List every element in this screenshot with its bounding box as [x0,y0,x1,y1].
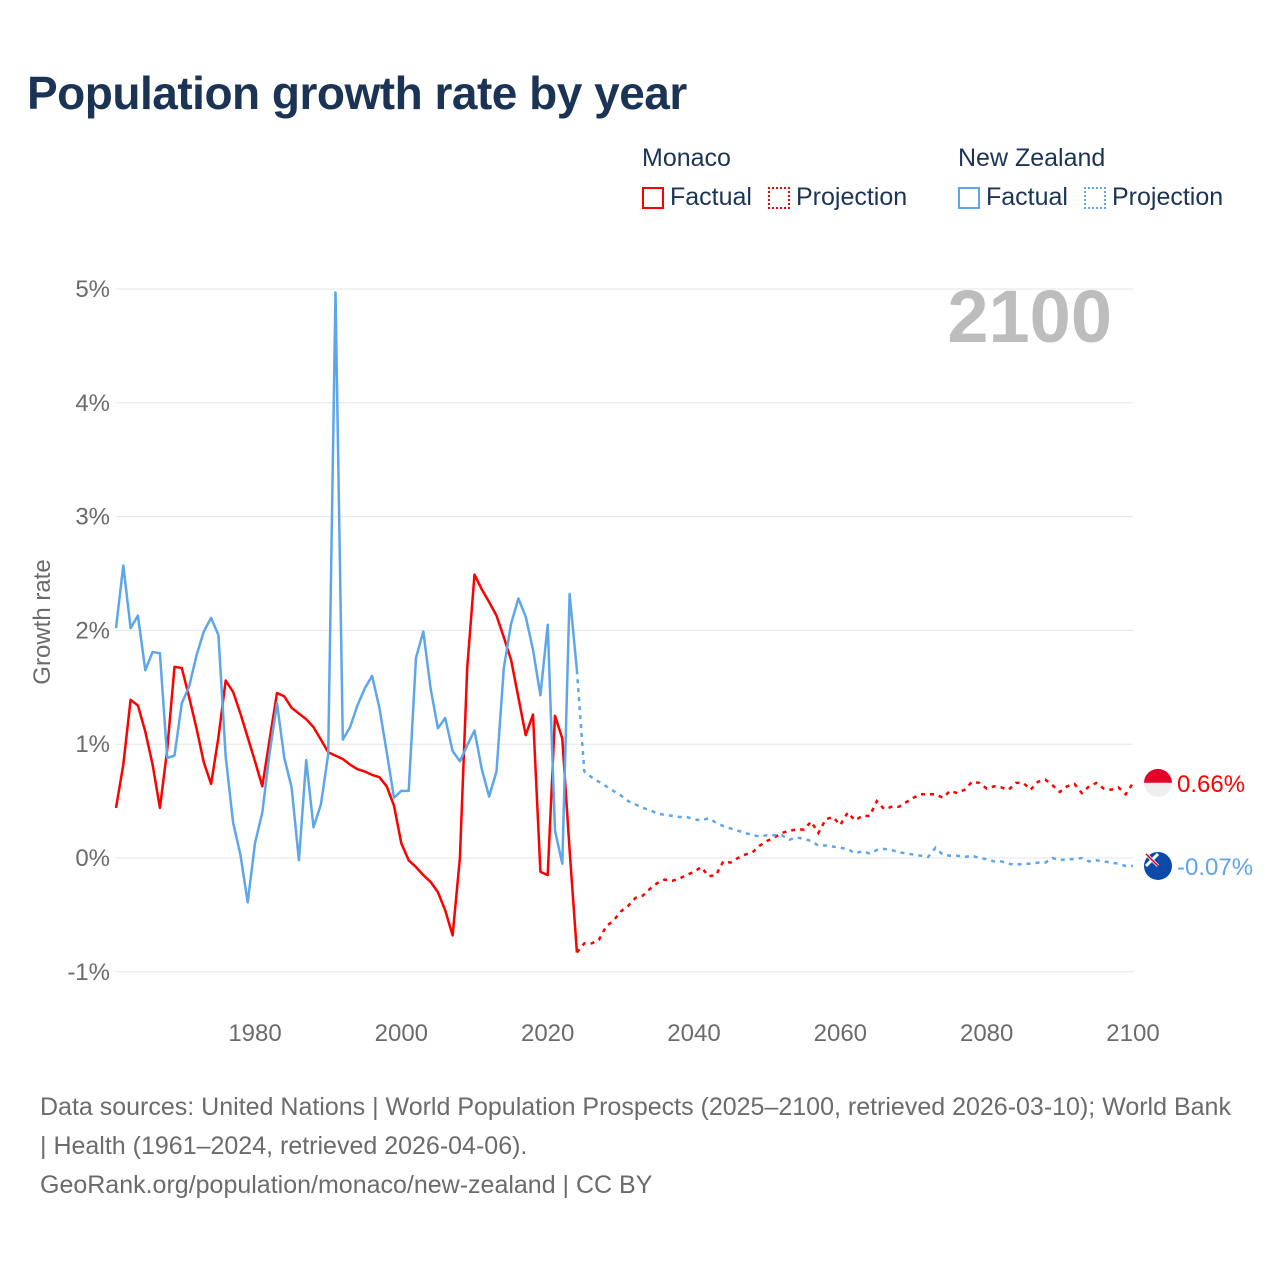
solid-swatch-icon [642,186,664,209]
legend-monaco-factual[interactable]: Factual [642,183,752,212]
axes: -1% 0% 1% 2% 3% 4% 5% 1980 2000 2020 2040 2060 2080 2… [67,276,1159,1047]
flag-white-half [1144,782,1172,797]
y-tick-label: 1% [75,731,110,758]
line-chart: -1% 0% 1% 2% 3% 4% 5% 1980 2000 2020 2040 2060 2080 2… [29,275,1253,1047]
x-tick-label: 2040 [667,1020,720,1047]
new-zealand-projection-line [575,670,1133,868]
legend-label: Factual [986,183,1068,211]
footer: Data sources: United Nations | World Pop… [40,1088,1240,1205]
chart-title: Population growth rate by year [27,67,687,119]
legend-country-name: New Zealand [958,144,1106,172]
dotted-swatch-icon [1083,186,1106,209]
series-lines [114,291,1135,954]
legend-country-name: Monaco [642,144,731,172]
credit-link[interactable]: GeoRank.org/population/monaco/new-zealan… [40,1171,653,1199]
solid-swatch-icon [958,186,980,209]
monaco-factual-line [114,573,579,953]
x-tick-label: 2080 [960,1020,1013,1047]
y-tick-label: 5% [75,276,110,303]
legend-label: Factual [670,183,752,211]
x-tick-label: 2000 [375,1020,428,1047]
dotted-swatch-icon [767,186,790,209]
y-tick-label: 4% [75,390,110,417]
y-axis-label: Growth rate [29,559,56,684]
x-tick-label: 1980 [228,1020,281,1047]
legend-new-zealand: New Zealand Factual Projection [958,144,1223,212]
monaco-end-label: 0.66% [1177,771,1245,798]
x-tick-label: 2060 [814,1020,867,1047]
y-tick-label: 3% [75,504,110,531]
legend-monaco-projection[interactable]: Projection [767,183,908,212]
legend-nz-factual[interactable]: Factual [958,183,1068,212]
legend-label: Projection [795,183,908,211]
new-zealand-end-label: -0.07% [1177,854,1253,881]
legend-monaco: Monaco Factual Projection [642,144,907,212]
new-zealand-factual-line [114,291,579,904]
flag-union-jack-red [1145,853,1159,867]
x-tick-label: 2020 [521,1020,574,1047]
legend-nz-projection[interactable]: Projection [1083,183,1224,212]
year-label: 2100 [947,275,1112,358]
legend-label: Projection [1111,183,1224,211]
flag-red-half [1144,768,1172,783]
monaco-flag-icon [1144,768,1172,797]
y-tick-label: -1% [67,959,110,986]
monaco-projection-line [575,778,1135,954]
y-tick-label: 2% [75,617,110,644]
data-sources: Data sources: United Nations | World Pop… [40,1093,1231,1160]
new-zealand-flag-icon [1144,851,1172,880]
x-tick-label: 2100 [1106,1020,1159,1047]
grid [116,288,1133,973]
y-tick-label: 0% [75,845,110,872]
end-markers: 0.66% -0.07% [1144,768,1253,881]
